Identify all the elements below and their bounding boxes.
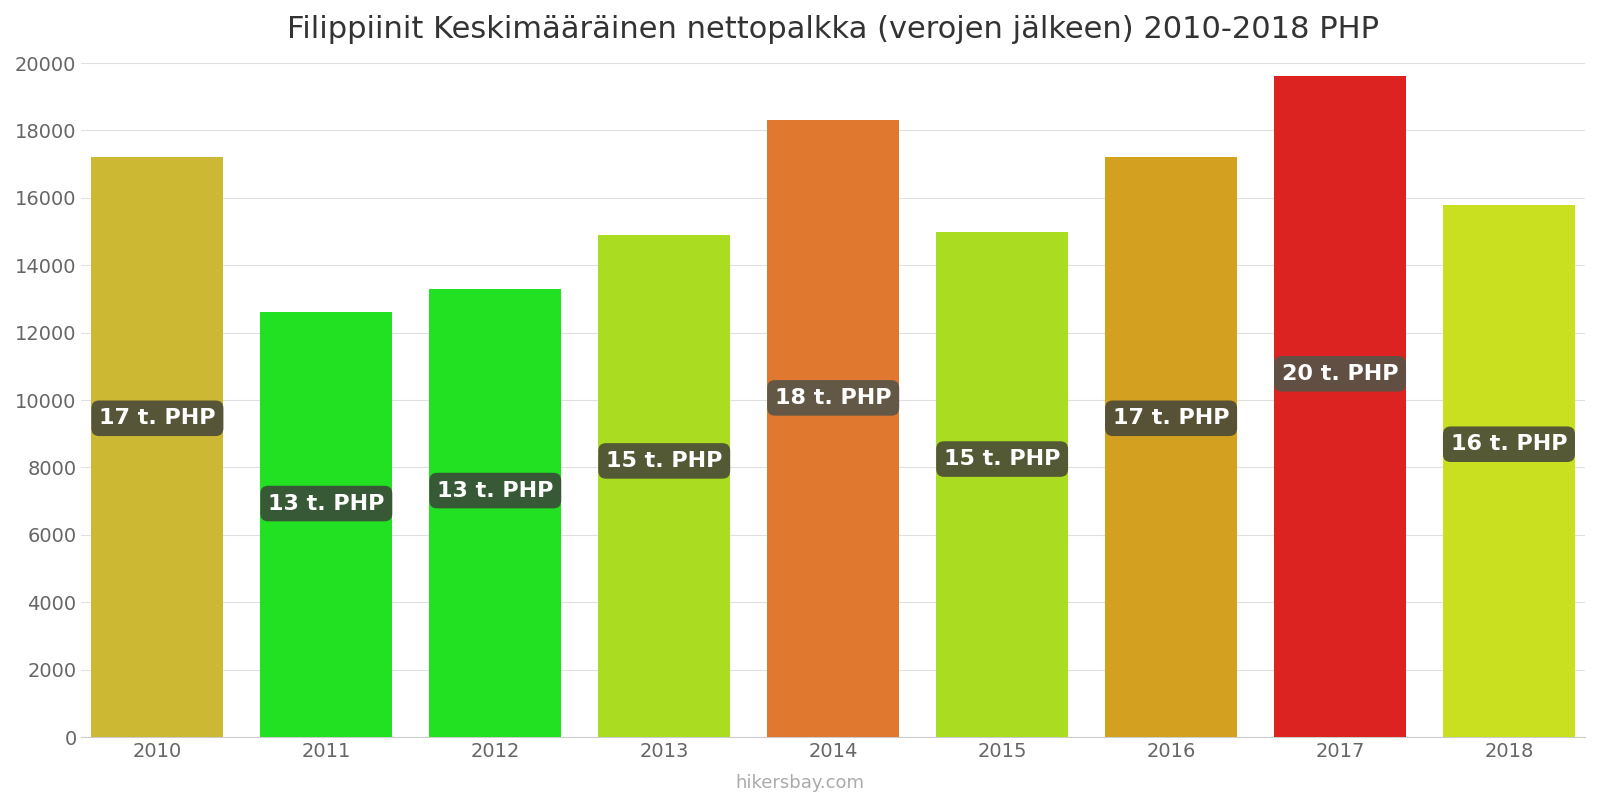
Bar [91, 158, 224, 737]
Text: hikersbay.com: hikersbay.com [736, 774, 864, 792]
Text: 18 t. PHP: 18 t. PHP [774, 388, 891, 408]
Bar [936, 231, 1069, 737]
Bar [768, 120, 899, 737]
Text: 13 t. PHP: 13 t. PHP [269, 494, 384, 514]
Text: 15 t. PHP: 15 t. PHP [944, 449, 1061, 469]
Title: Filippiinit Keskimääräinen nettopalkka (verojen jälkeen) 2010-2018 PHP: Filippiinit Keskimääräinen nettopalkka (… [286, 15, 1379, 44]
Text: 17 t. PHP: 17 t. PHP [99, 408, 216, 428]
Text: 16 t. PHP: 16 t. PHP [1451, 434, 1568, 454]
Text: 13 t. PHP: 13 t. PHP [437, 481, 554, 501]
Text: 17 t. PHP: 17 t. PHP [1114, 408, 1229, 428]
Bar [261, 313, 392, 737]
Bar [1443, 205, 1574, 737]
Bar [1274, 77, 1406, 737]
Bar [429, 289, 562, 737]
Text: 15 t. PHP: 15 t. PHP [606, 451, 723, 471]
Text: 20 t. PHP: 20 t. PHP [1282, 364, 1398, 384]
Bar [598, 235, 730, 737]
Bar [1106, 158, 1237, 737]
